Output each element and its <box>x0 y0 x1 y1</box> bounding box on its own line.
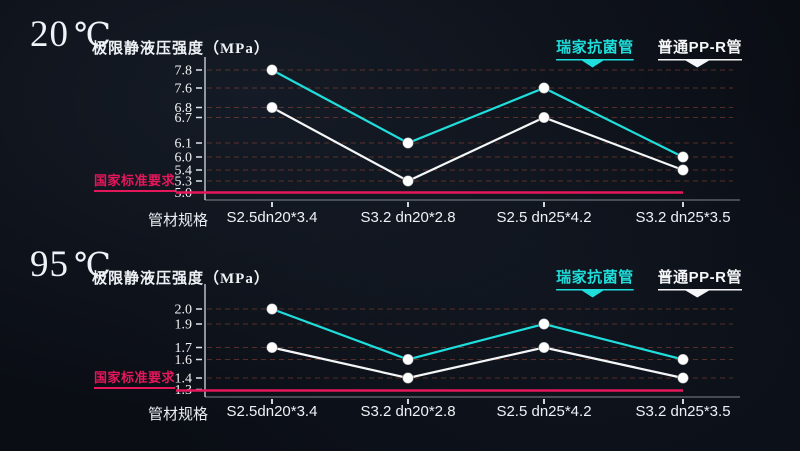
legend-item: 瑞家抗菌管 <box>556 269 634 298</box>
y-tick-label: 6.0 <box>175 151 193 166</box>
data-point <box>266 64 278 76</box>
data-point <box>402 353 414 366</box>
legend-swoosh-icon <box>657 58 742 68</box>
data-point <box>538 111 550 124</box>
y-tick-label: 7.8 <box>175 64 193 79</box>
chart-temperature: 20 ℃ <box>30 16 112 53</box>
plot-area: 2.01.91.71.61.41.3 <box>175 284 740 404</box>
data-point <box>402 372 414 384</box>
data-point <box>266 101 278 114</box>
y-tick-label: 5.3 <box>175 175 193 190</box>
data-point <box>266 341 278 354</box>
legend-label: 普通PP-R管 <box>657 269 742 286</box>
y-tick-label: 6.1 <box>175 137 193 152</box>
legend-item: 普通PP-R管 <box>657 269 742 298</box>
chart-legend: 瑞家抗菌管 普通PP-R管 <box>556 269 742 298</box>
data-point <box>402 137 414 149</box>
standard-requirement-label: 国家标准要求 <box>94 370 176 389</box>
y-tick-label: 1.6 <box>175 353 193 368</box>
temperature-unit: ℃ <box>74 18 112 54</box>
data-point <box>402 175 414 187</box>
data-point <box>538 341 550 354</box>
x-axis-caption: 管材规格 <box>147 406 208 423</box>
chart-legend: 瑞家抗菌管 普通PP-R管 <box>556 39 742 68</box>
temperature-unit: ℃ <box>74 248 112 284</box>
chart-title: 极限静液压强度（MPa） <box>92 41 270 57</box>
data-point <box>538 318 550 330</box>
data-point <box>538 82 550 94</box>
chart-95c: 95 ℃ 极限静液压强度（MPa） 瑞家抗菌管 普通PP-R管 国家标准要求 管材规… <box>0 230 800 451</box>
series-line-ordinary-ppr-pipe <box>271 106 684 183</box>
legend-item: 瑞家抗菌管 <box>556 39 634 68</box>
y-tick-label: 5.4 <box>175 164 193 179</box>
series-line-antibacterial-pipe <box>271 69 684 158</box>
y-tick-label: 1.7 <box>175 341 193 356</box>
data-point <box>677 372 689 384</box>
series-line-ordinary-ppr-pipe <box>271 346 684 380</box>
y-tick-label: 1.9 <box>175 318 193 333</box>
chart-temperature: 95 ℃ <box>30 246 112 283</box>
data-point <box>677 151 689 163</box>
legend-swoosh-icon <box>556 288 634 298</box>
plot-area: 7.87.66.86.76.16.05.45.35.0 <box>175 57 740 207</box>
y-tick-label: 6.7 <box>175 111 193 126</box>
y-tick-label: 6.8 <box>175 101 193 116</box>
data-point <box>677 353 689 366</box>
data-point <box>677 164 689 176</box>
temperature-value: 95 <box>30 244 69 285</box>
y-tick-label: 2.0 <box>175 303 193 318</box>
legend-label: 瑞家抗菌管 <box>556 269 634 286</box>
standard-requirement-label: 国家标准要求 <box>94 173 176 192</box>
legend-label: 普通PP-R管 <box>657 39 742 56</box>
chart-title: 极限静液压强度（MPa） <box>92 271 270 287</box>
temperature-value: 20 <box>30 14 69 55</box>
x-axis-caption: 管材规格 <box>147 212 208 229</box>
y-tick-label: 1.4 <box>175 372 193 387</box>
data-point <box>266 303 278 315</box>
legend-swoosh-icon <box>657 288 742 298</box>
legend-item: 普通PP-R管 <box>657 39 742 68</box>
series-line-antibacterial-pipe <box>271 307 684 361</box>
legend-label: 瑞家抗菌管 <box>556 39 634 56</box>
y-tick-label: 7.6 <box>175 82 193 97</box>
chart-20c: 20 ℃ 极限静液压强度（MPa） 瑞家抗菌管 普通PP-R管 国家标准要求 管材规… <box>30 16 742 229</box>
legend-swoosh-icon <box>556 58 634 68</box>
